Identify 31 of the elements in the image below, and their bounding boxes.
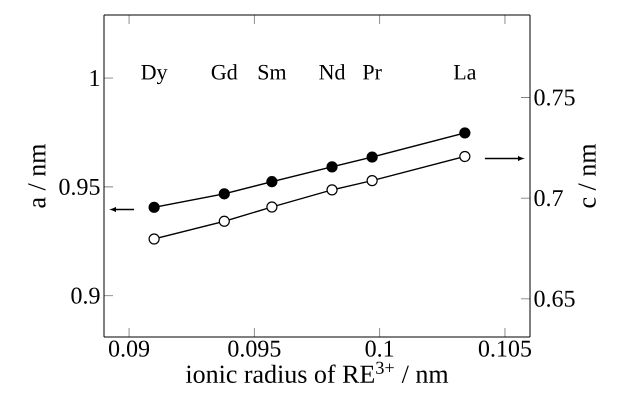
point [218, 188, 230, 200]
point [459, 127, 470, 139]
y2-tick-label: 0.7 [534, 190, 563, 206]
x-tick-label: 0.095 [228, 340, 280, 357]
point [148, 233, 160, 245]
point [266, 176, 278, 188]
y2-axis-title: c / nm [578, 144, 596, 208]
y-tick-label: 1 [90, 70, 100, 86]
y-axis-title: a / nm [28, 144, 46, 208]
point [266, 201, 278, 213]
annotation: La [454, 64, 476, 80]
point [326, 184, 338, 196]
y-tick-label: 0.95 [59, 178, 100, 196]
point [366, 175, 378, 186]
annotation: Pr [362, 64, 382, 80]
y-tick-label: 0.9 [71, 288, 100, 304]
y2-tick-label: 0.75 [534, 89, 575, 106]
annotation: Dy [141, 64, 168, 84]
x-tick-label: 0.1 [366, 340, 394, 357]
annotation: Sm [258, 64, 286, 80]
point [326, 161, 338, 172]
point [218, 216, 230, 227]
y2-tick-label: 0.65 [534, 290, 575, 307]
x-tick-label: 0.105 [478, 340, 531, 357]
x-axis-title: ionic radius of RE$^{3+}$ / nm [186, 362, 448, 384]
annotation: Gd [212, 64, 238, 80]
point [148, 202, 160, 213]
annotation: Nd [319, 64, 346, 80]
point [366, 151, 378, 163]
point [459, 150, 470, 162]
x-tick-label: 0.09 [108, 340, 150, 357]
